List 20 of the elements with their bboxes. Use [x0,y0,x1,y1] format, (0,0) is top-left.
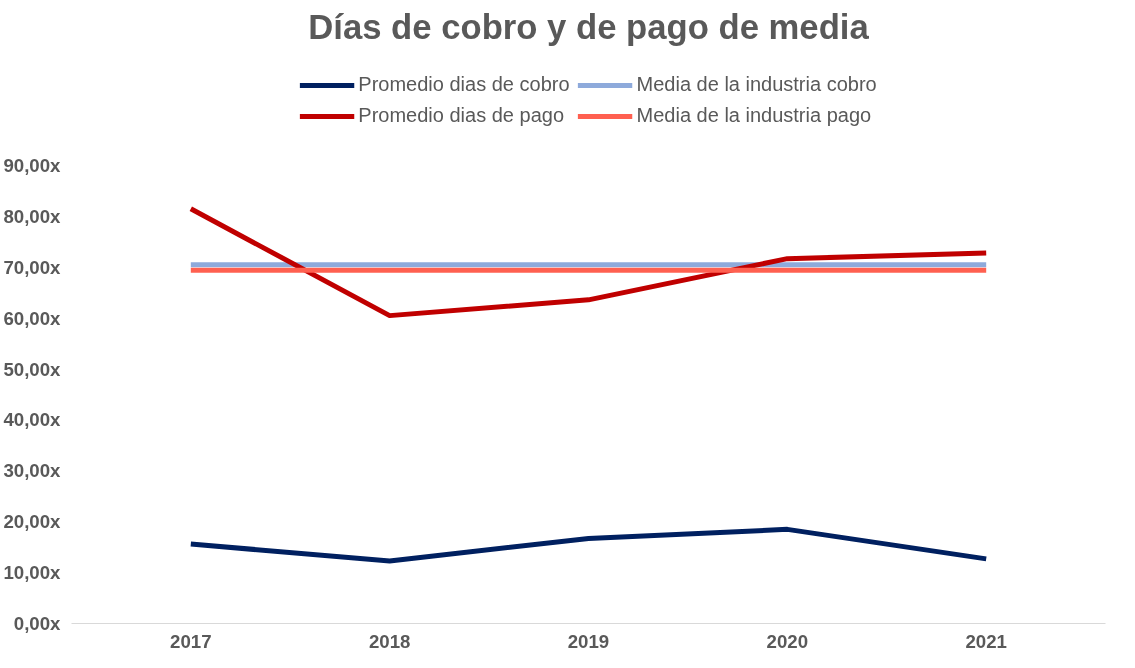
y-tick-label: 0,00x [13,613,62,634]
y-tick-label: 80,00x [3,205,62,227]
x-tick-label: 2020 [766,630,809,652]
y-tick-label: 10,00x [3,562,62,584]
y-tick-label: 90,00x [3,155,62,176]
y-tick-label: 70,00x [3,256,62,278]
x-tick-label: 2017 [170,630,212,652]
y-tick-label: 30,00x [3,460,62,482]
x-tick-label: 2018 [368,630,411,652]
y-tick-label: 60,00x [3,307,62,329]
legend-label: Promedio dias de cobro [358,73,570,96]
y-tick-label: 40,00x [3,409,62,431]
chart-title: Días de cobro y de pago de media [308,7,870,46]
legend-label: Promedio dias de pago [358,104,565,127]
legend-label: Media de la industria cobro [636,73,877,96]
legend-label: Media de la industria pago [636,104,872,127]
x-tick-label: 2019 [567,630,610,652]
y-tick-label: 50,00x [3,358,62,380]
y-tick-label: 20,00x [3,511,62,533]
x-tick-label: 2021 [965,630,1007,652]
